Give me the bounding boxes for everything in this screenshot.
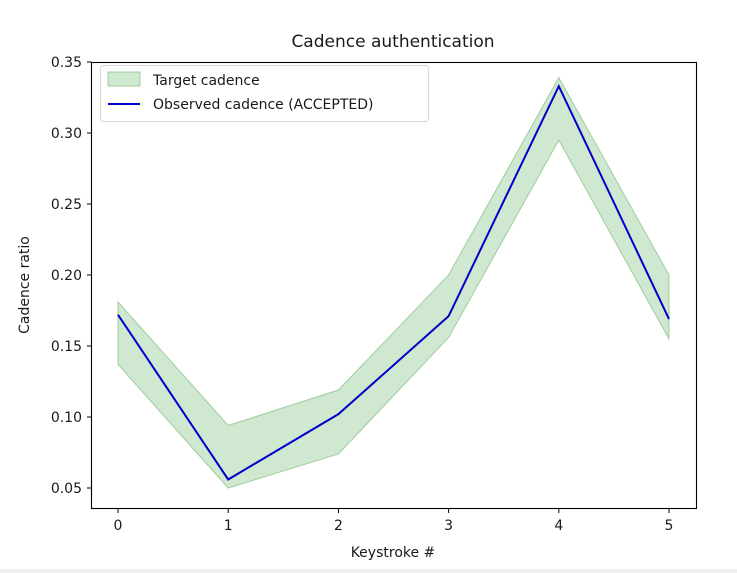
legend-label-observed: Observed cadence (ACCEPTED) — [153, 97, 374, 113]
x-tick-label: 0 — [114, 518, 123, 534]
plot-area — [117, 76, 670, 489]
x-tick-label: 2 — [334, 518, 343, 534]
y-tick-label: 0.35 — [51, 55, 82, 71]
legend-box — [100, 65, 429, 122]
y-tick-label: 0.10 — [51, 410, 82, 426]
bottom-strip — [0, 569, 737, 573]
x-axis-label: Keystroke # — [351, 545, 436, 561]
x-tick-label: 5 — [665, 518, 674, 534]
x-tick-label: 4 — [554, 518, 563, 534]
y-axis-ticks: 0.05 0.10 0.15 0.20 0.25 0.30 0.35 — [51, 55, 92, 497]
legend-band-swatch-icon — [107, 71, 141, 87]
x-tick-label: 3 — [444, 518, 453, 534]
x-tick-label: 1 — [224, 518, 233, 534]
y-tick-label: 0.25 — [51, 197, 82, 213]
legend-label-target: Target cadence — [152, 73, 260, 89]
y-tick-label: 0.15 — [51, 339, 82, 355]
target-cadence-band — [117, 76, 670, 489]
legend: Target cadence Observed cadence (ACCEPTE… — [100, 65, 429, 122]
axes-frame — [90, 61, 698, 510]
y-axis-label: Cadence ratio — [17, 236, 33, 334]
y-tick-label: 0.05 — [51, 481, 82, 497]
y-tick-label: 0.30 — [51, 126, 82, 142]
observed-cadence-line — [117, 83, 670, 481]
chart-title: Cadence authentication — [291, 32, 494, 52]
x-axis-ticks: 0 1 2 3 4 5 — [114, 508, 674, 534]
y-tick-label: 0.20 — [51, 268, 82, 284]
